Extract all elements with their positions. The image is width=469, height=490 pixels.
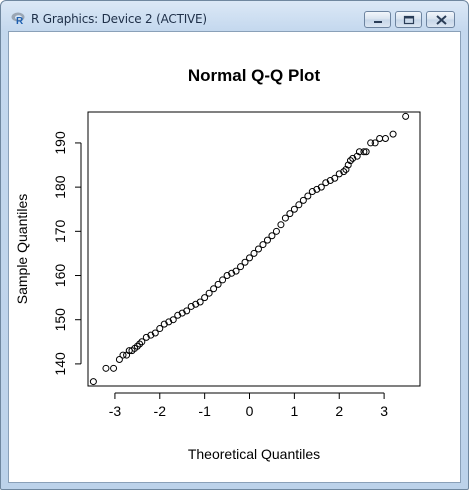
data-point bbox=[263, 236, 271, 244]
data-point bbox=[360, 148, 368, 156]
data-point bbox=[205, 289, 213, 297]
data-point bbox=[232, 267, 240, 275]
data-point bbox=[362, 148, 370, 156]
maximize-button[interactable] bbox=[395, 11, 422, 28]
data-point bbox=[123, 351, 131, 359]
y-tick-label: 160 bbox=[52, 264, 68, 288]
window-title: R Graphics: Device 2 (ACTIVE) bbox=[31, 12, 207, 26]
data-point bbox=[151, 329, 159, 337]
data-point bbox=[119, 351, 127, 359]
data-point bbox=[376, 135, 384, 143]
y-tick-label: 170 bbox=[52, 219, 68, 243]
data-point bbox=[254, 245, 262, 253]
data-point bbox=[133, 342, 141, 350]
y-tick-label: 180 bbox=[52, 175, 68, 199]
data-point bbox=[115, 355, 123, 363]
data-point bbox=[290, 205, 298, 213]
data-point bbox=[389, 130, 397, 138]
data-point bbox=[102, 364, 110, 372]
data-point bbox=[237, 263, 245, 271]
data-point bbox=[340, 168, 348, 176]
y-tick-label: 140 bbox=[52, 352, 68, 376]
chart-title: Normal Q-Q Plot bbox=[188, 66, 321, 85]
plot-frame bbox=[87, 111, 421, 387]
data-point bbox=[201, 294, 209, 302]
y-tick-label: 150 bbox=[52, 308, 68, 332]
data-point bbox=[196, 298, 204, 306]
x-tick-label: -3 bbox=[109, 403, 122, 419]
data-point bbox=[286, 210, 294, 218]
data-point bbox=[367, 139, 375, 147]
qq-plot: Normal Q-Q Plot -3 -2 -1 0 1 2 3 140 150 160 170 180… bbox=[14, 66, 421, 462]
data-point bbox=[250, 249, 258, 257]
data-point bbox=[138, 338, 146, 346]
data-point bbox=[371, 139, 379, 147]
svg-text:R: R bbox=[16, 16, 24, 25]
close-button[interactable] bbox=[426, 11, 455, 28]
data-point bbox=[281, 214, 289, 222]
data-point bbox=[183, 307, 191, 315]
data-point bbox=[169, 316, 177, 324]
minimize-icon bbox=[374, 21, 382, 23]
data-point bbox=[331, 174, 339, 182]
x-tick-label: 2 bbox=[335, 403, 343, 419]
data-point bbox=[214, 280, 222, 288]
x-tick-label: 1 bbox=[290, 403, 298, 419]
data-point bbox=[259, 241, 267, 249]
data-point bbox=[317, 183, 325, 191]
data-point bbox=[219, 276, 227, 284]
close-icon bbox=[436, 15, 447, 25]
data-point bbox=[136, 340, 144, 348]
x-axis-label: Theoretical Quantiles bbox=[188, 446, 320, 462]
x-tick-label: 0 bbox=[246, 403, 254, 419]
data-point bbox=[241, 258, 249, 266]
data-point bbox=[402, 112, 410, 120]
data-point bbox=[110, 364, 118, 372]
data-point bbox=[89, 378, 97, 386]
data-point bbox=[355, 148, 363, 156]
x-tick-label: -2 bbox=[154, 403, 167, 419]
data-point bbox=[304, 192, 312, 200]
y-tick-label: 190 bbox=[52, 131, 68, 155]
x-tick-label: 3 bbox=[380, 403, 388, 419]
data-point bbox=[272, 227, 280, 235]
plot-area: Normal Q-Q Plot -3 -2 -1 0 1 2 3 140 150 160 170 180… bbox=[8, 31, 461, 483]
y-axis-label: Sample Quantiles bbox=[14, 194, 30, 305]
data-point bbox=[246, 254, 254, 262]
data-point bbox=[299, 196, 307, 204]
r-logo-icon: R bbox=[11, 12, 25, 25]
data-point bbox=[277, 221, 285, 229]
data-point bbox=[346, 157, 354, 165]
data-point bbox=[295, 201, 303, 209]
maximize-icon bbox=[403, 15, 415, 25]
data-point bbox=[381, 135, 389, 143]
minimize-button[interactable] bbox=[364, 11, 391, 28]
title-bar[interactable]: R R Graphics: Device 2 (ACTIVE) bbox=[1, 1, 468, 31]
data-point bbox=[156, 325, 164, 333]
x-tick-label: -1 bbox=[198, 403, 211, 419]
data-point bbox=[210, 285, 218, 293]
data-point bbox=[268, 232, 276, 240]
